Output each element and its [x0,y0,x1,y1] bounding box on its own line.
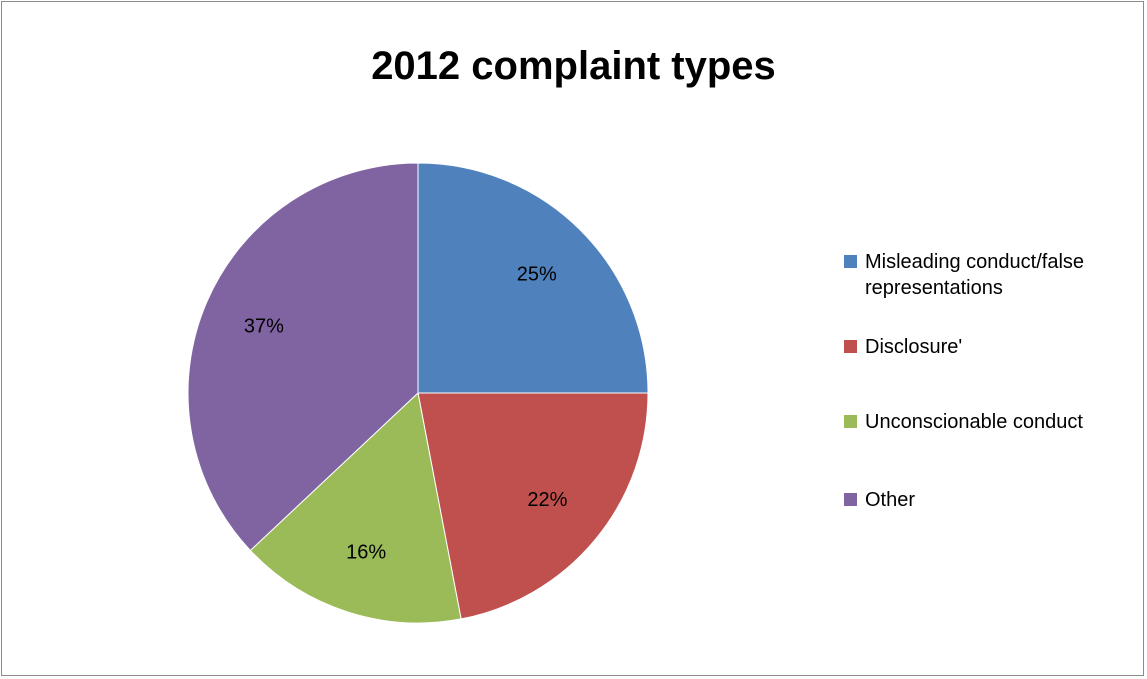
legend-swatch [844,255,857,268]
legend-swatch [844,340,857,353]
legend-label: Unconscionable conduct [865,411,1083,433]
legend-swatch [844,493,857,506]
data-label-other: 37% [244,315,284,337]
data-label-disclosure: 22% [527,489,567,511]
legend-label: Other [865,489,916,511]
legend-label: Disclosure' [865,336,963,358]
legend-item-disclosure: Disclosure' [844,334,1145,360]
pie-slice-misleading [417,162,649,394]
legend-label: Misleading conduct/false representations [865,251,1085,299]
legend-swatch [844,415,857,428]
pie-slice-disclosure [417,392,649,620]
data-label-unconscionable: 16% [346,542,386,564]
chart-title: 2012 complaint types [371,44,776,88]
data-label-misleading: 25% [517,263,557,285]
legend-item-misleading: Misleading conduct/false representations [844,249,1145,301]
pie-slice-unconscionable [249,392,462,624]
legend-item-other: Other [844,487,1145,513]
legend-item-unconscionable: Unconscionable conduct [844,409,1145,435]
pie-slice-other [187,162,419,552]
